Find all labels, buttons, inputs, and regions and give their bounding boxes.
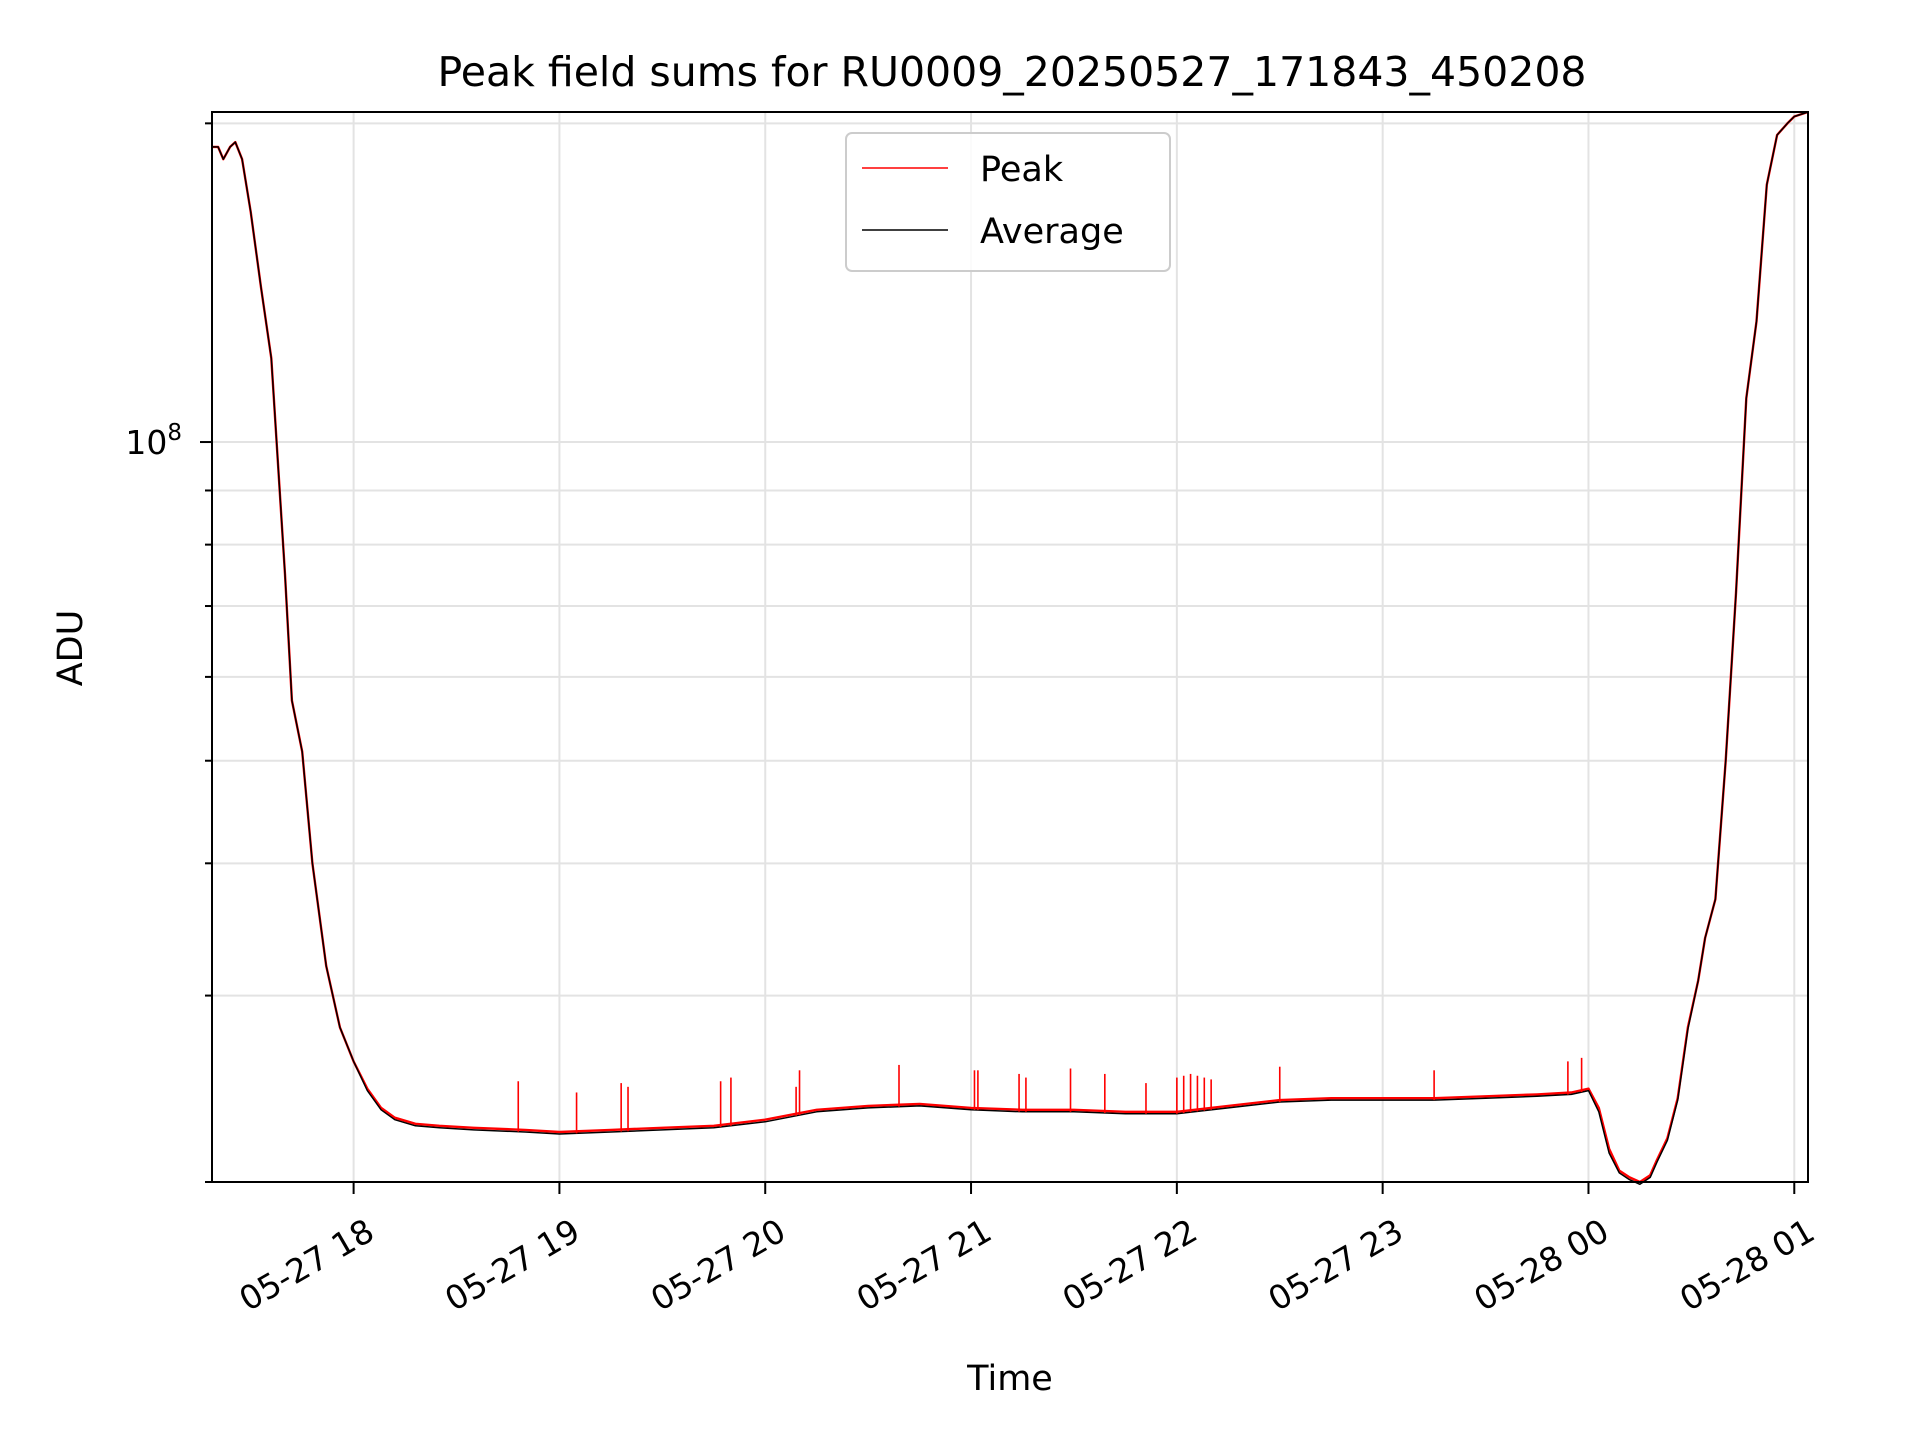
- y-tick-label: 108: [125, 420, 182, 462]
- x-axis-label: Time: [966, 1359, 1053, 1399]
- x-tick-label: 05-28 00: [1467, 1211, 1615, 1319]
- legend: Peak Average: [845, 132, 1171, 272]
- x-tick-label: 05-28 01: [1673, 1211, 1821, 1319]
- x-tick-label: 05-27 23: [1262, 1211, 1410, 1319]
- plot-frame: [211, 111, 1809, 1183]
- x-tick-label: 05-27 21: [850, 1211, 998, 1319]
- ticks-layer: 05-27 18 05-27 19 05-27 20 05-27 21 05-27 22…: [125, 122, 1821, 1319]
- x-tick-label: 05-27 18: [232, 1211, 380, 1319]
- x-tick-label: 05-27 22: [1056, 1211, 1204, 1319]
- legend-average-label: Average: [980, 212, 1124, 252]
- series-layer: [212, 110, 1809, 1186]
- y-axis-label: ADU: [51, 610, 91, 687]
- chart-title: Peak field sums for RU0009_20250527_1718…: [437, 48, 1586, 96]
- x-tick-label: 05-27 19: [438, 1211, 586, 1319]
- x-tick-label: 05-27 20: [644, 1211, 792, 1319]
- series-line-average: [212, 111, 1809, 1186]
- legend-peak-label: Peak: [980, 150, 1064, 190]
- series-line-peak: [212, 110, 1809, 1184]
- grid-layer: [212, 112, 1808, 1183]
